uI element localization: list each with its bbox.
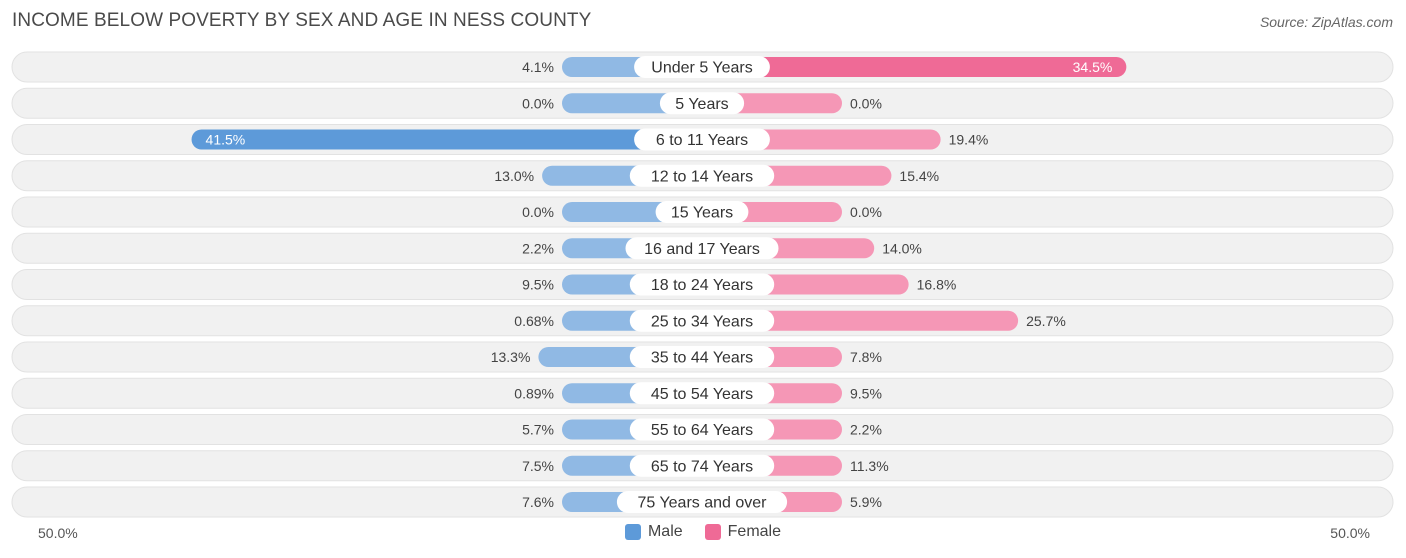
male-value-label-18-to-24-years: 9.5% [522,277,554,293]
male-value-label-25-to-34-years: 0.68% [514,313,554,329]
female-value-label-12-to-14-years: 15.4% [899,168,939,184]
category-pill-35-to-44-years [629,346,775,368]
legend-swatch-male [624,524,641,540]
category-label-5-years: 5 Years [675,96,728,113]
male-value-label-65-to-74-years: 7.5% [522,458,554,474]
category-label-18-to-24-years: 18 to 24 Years [651,277,753,294]
male-value-label-16-and-17-years: 2.2% [522,240,554,256]
legend-swatch-female [704,524,721,540]
female-value-label-75-years-and-over: 5.9% [850,494,882,510]
category-pill-16-and-17-years [625,237,779,260]
source-note: Source: ZipAtlas.com [1259,14,1393,30]
legend-label-female: Female [727,523,782,540]
male-value-label-55-to-64-years: 5.7% [522,422,554,438]
female-value-label-6-to-11-years: 19.4% [949,132,989,148]
category-label-16-and-17-years: 16 and 17 Years [644,241,760,258]
category-label-under-5-years: Under 5 Years [651,60,752,77]
female-value-label-5-years: 0.0% [850,95,882,111]
axis-left-label: 50.0% [38,525,78,541]
female-value-label-55-to-64-years: 2.2% [850,422,882,438]
category-pill-18-to-24-years [629,273,775,296]
male-value-label-12-to-14-years: 13.0% [494,168,534,184]
female-value-label-35-to-44-years: 7.8% [850,349,882,365]
female-value-label-45-to-54-years: 9.5% [850,385,882,401]
female-value-label-25-to-34-years: 25.7% [1026,313,1066,329]
legend-item-female: Female [704,523,782,541]
category-label-6-to-11-years: 6 to 11 Years [656,132,748,149]
legend: Male Female [0,523,1406,541]
category-label-45-to-54-years: 45 to 54 Years [651,386,753,403]
female-value-label-18-to-24-years: 16.8% [917,277,957,293]
male-value-label-5-years: 0.0% [522,95,554,111]
category-label-12-to-14-years: 12 to 14 Years [651,168,753,185]
female-value-label-15-years: 0.0% [850,204,882,220]
category-pill-5-years [659,92,745,115]
male-value-label-under-5-years: 4.1% [522,59,554,75]
female-value-label-65-to-74-years: 11.3% [850,458,889,474]
axis-right-label: 50.0% [1330,525,1370,541]
category-pill-under-5-years [634,56,770,78]
male-value-label-35-to-44-years: 13.3% [491,349,531,365]
legend-label-male: Male [647,523,683,540]
male-value-label-6-to-11-years: 41.5% [206,132,246,148]
category-label-65-to-74-years: 65 to 74 Years [651,458,753,475]
male-value-label-45-to-54-years: 0.89% [514,385,554,401]
chart-title: INCOME BELOW POVERTY BY SEX AND AGE IN N… [12,10,592,31]
female-bar-25-to-34-years [702,310,1019,331]
category-label-25-to-34-years: 25 to 34 Years [651,313,753,330]
category-pill-6-to-11-years [634,128,770,151]
category-pill-75-years-and-over [616,491,788,513]
legend-item-male: Male [624,523,683,541]
category-pill-65-to-74-years [629,454,775,477]
male-value-label-75-years-and-over: 7.6% [522,494,554,510]
category-pill-45-to-54-years [629,382,775,405]
male-bar-6-to-11-years [191,129,703,150]
category-pill-12-to-14-years [629,164,775,187]
category-pill-25-to-34-years [629,309,775,332]
category-label-55-to-64-years: 55 to 64 Years [651,422,753,439]
category-pill-55-to-64-years [629,418,775,441]
female-value-label-16-and-17-years: 14.0% [882,240,922,256]
female-value-label-under-5-years: 34.5% [1073,59,1113,75]
female-bar-under-5-years [702,57,1127,77]
category-label-75-years-and-over: 75 Years and over [638,495,768,512]
male-value-label-15-years: 0.0% [522,204,554,220]
poverty-chart: 4.1% 34.5% Under 5 Years 0.0% 0.0% 5 Years 41.… [11,51,1394,518]
category-label-35-to-44-years: 35 to 44 Years [651,350,753,367]
category-pill-15-years [655,201,749,223]
category-label-15-years: 15 Years [671,205,733,222]
